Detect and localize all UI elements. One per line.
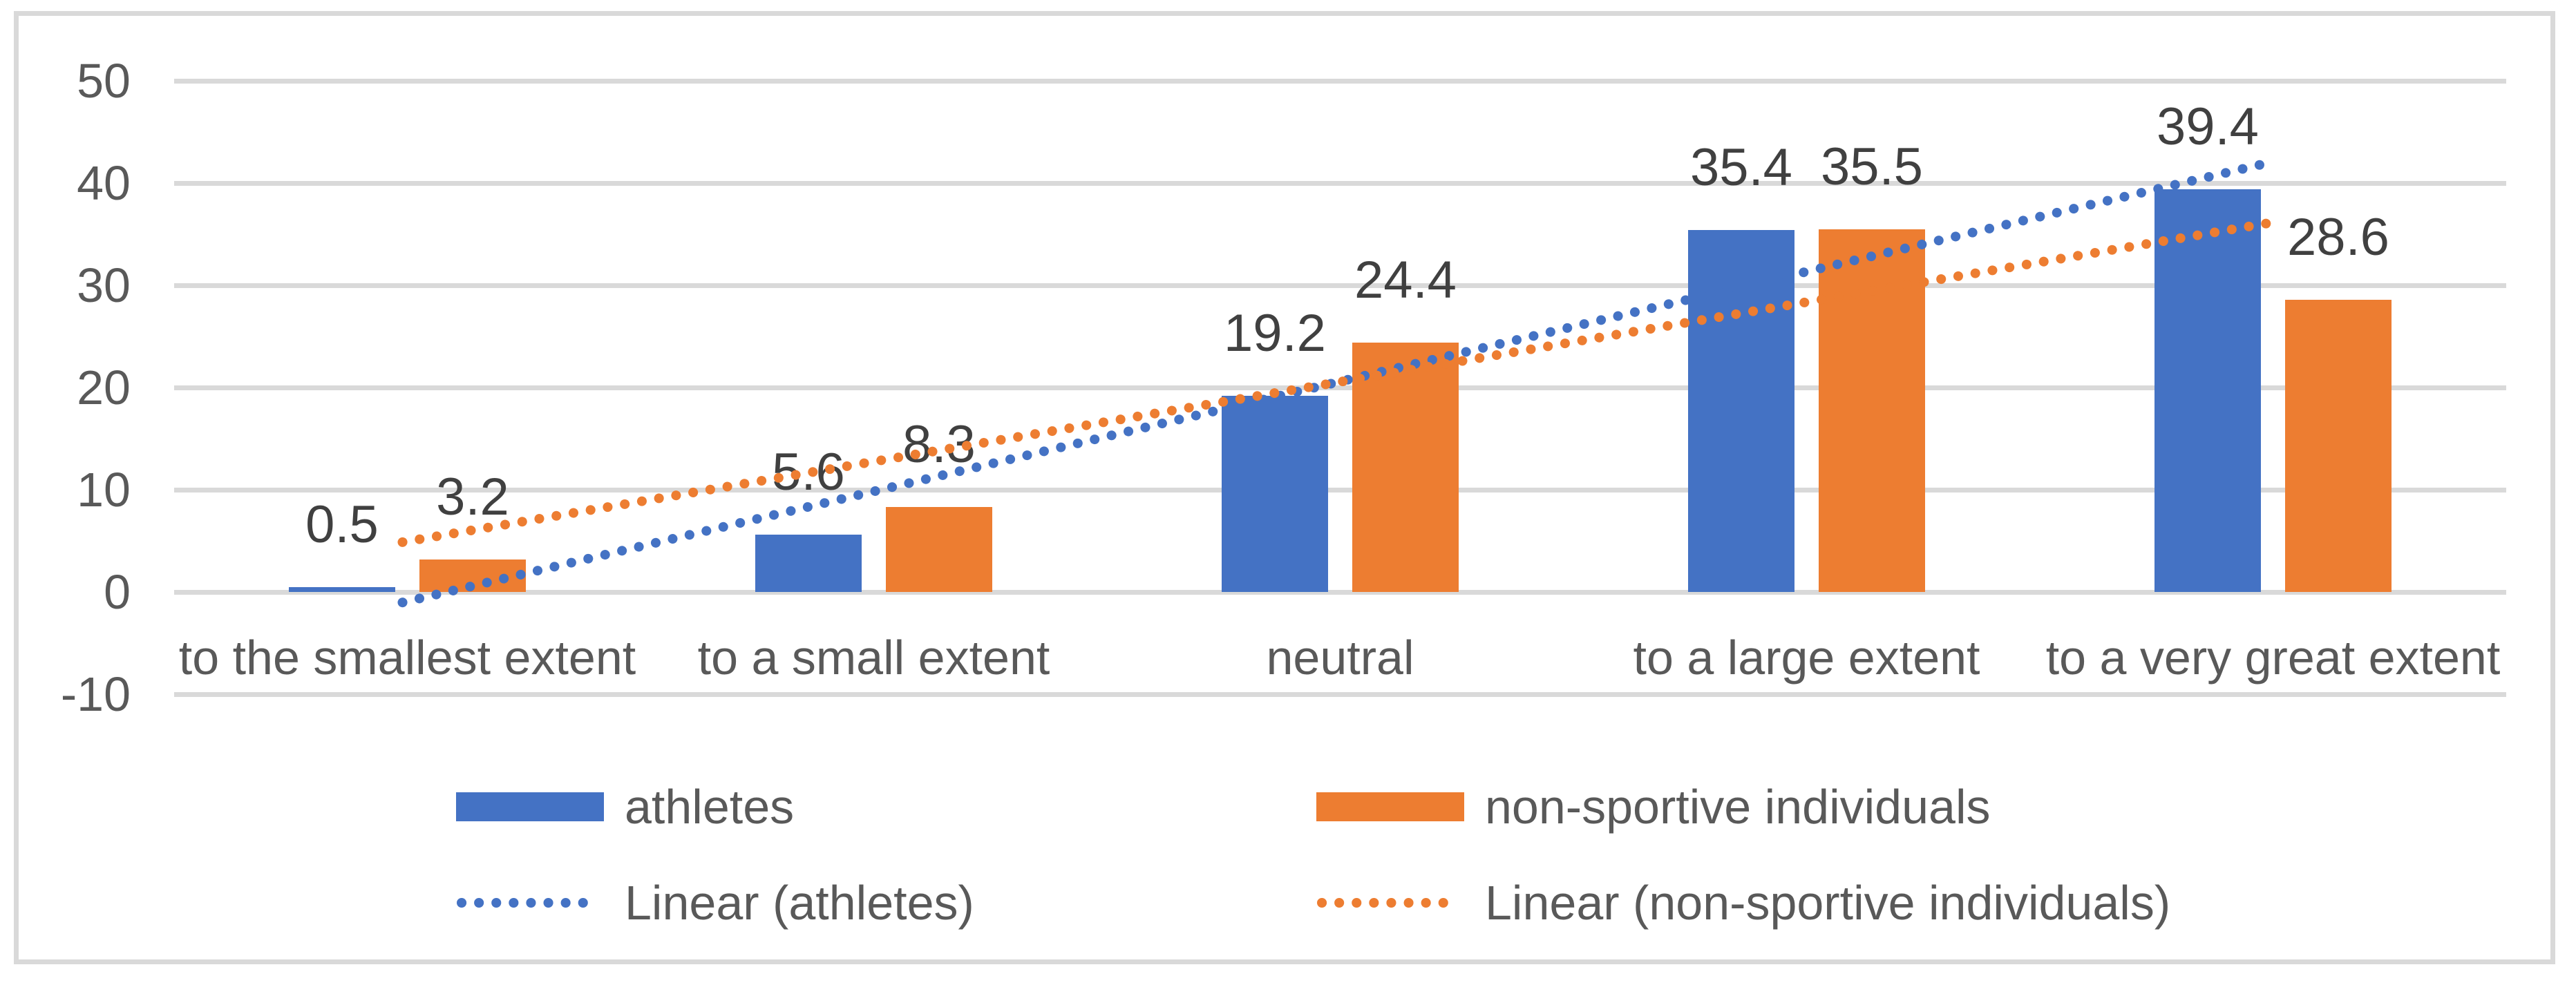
data-label-nonsportive-2: 24.4 xyxy=(1354,250,1457,309)
legend-swatch-solid xyxy=(1316,792,1464,821)
x-category-label-0: to the smallest extent xyxy=(178,631,636,685)
x-category-label-3: to a large extent xyxy=(1633,631,1980,685)
gridline-y-0 xyxy=(174,589,2506,595)
legend-swatch-solid xyxy=(456,792,604,821)
gridline-y-40 xyxy=(174,180,2506,186)
legend-item-0: athletes xyxy=(456,779,794,834)
data-label-athletes-0: 0.5 xyxy=(305,495,379,554)
data-label-nonsportive-3: 35.5 xyxy=(1821,137,1923,196)
bar-athletes-4 xyxy=(2154,189,2261,592)
gridline-y-20 xyxy=(174,385,2506,390)
bar-athletes-0 xyxy=(289,586,395,592)
bar-athletes-1 xyxy=(755,535,862,592)
gridline-y-50 xyxy=(174,78,2506,84)
legend-swatch-dotted xyxy=(457,898,604,908)
legend-label: non-sportive individuals xyxy=(1485,780,1991,834)
bar-nonsportive-1 xyxy=(886,507,992,592)
legend-swatch-dotted xyxy=(1317,898,1464,908)
y-tick-label-10: 10 xyxy=(77,463,131,517)
bar-athletes-2 xyxy=(1222,395,1328,592)
legend-item-3: Linear (non-sportive individuals) xyxy=(1316,875,2170,930)
y-tick-label-40: 40 xyxy=(77,156,131,210)
x-category-label-4: to a very great extent xyxy=(2045,631,2501,685)
data-label-nonsportive-0: 3.2 xyxy=(436,467,509,526)
x-category-label-2: neutral xyxy=(1266,631,1414,685)
legend-item-1: non-sportive individuals xyxy=(1316,779,1991,834)
bar-nonsportive-2 xyxy=(1352,342,1459,592)
legend-label: Linear (non-sportive individuals) xyxy=(1485,876,2171,930)
y-tick-label-20: 20 xyxy=(77,361,131,414)
data-label-nonsportive-4: 28.6 xyxy=(2287,207,2389,267)
y-tick-label-50: 50 xyxy=(77,54,131,108)
data-label-athletes-3: 35.4 xyxy=(1690,138,1792,198)
legend-label: Linear (athletes) xyxy=(625,876,974,930)
trendline-nonsportive xyxy=(397,218,2273,547)
bar-nonsportive-4 xyxy=(2285,299,2392,592)
data-label-athletes-4: 39.4 xyxy=(2157,97,2259,156)
x-category-label-1: to a small extent xyxy=(697,631,1050,685)
legend-label: athletes xyxy=(625,780,795,834)
gridline-y-10 xyxy=(174,487,2506,492)
y-tick-label--10: -10 xyxy=(60,667,131,721)
data-label-athletes-2: 19.2 xyxy=(1224,303,1326,363)
legend-item-2: Linear (athletes) xyxy=(456,875,974,930)
trendline-athletes xyxy=(397,157,2273,608)
y-tick-label-0: 0 xyxy=(104,565,131,619)
y-tick-label-30: 30 xyxy=(77,258,131,312)
gridline-y-30 xyxy=(174,283,2506,288)
gridline-y--10 xyxy=(174,691,2506,697)
bar-athletes-3 xyxy=(1688,230,1794,592)
